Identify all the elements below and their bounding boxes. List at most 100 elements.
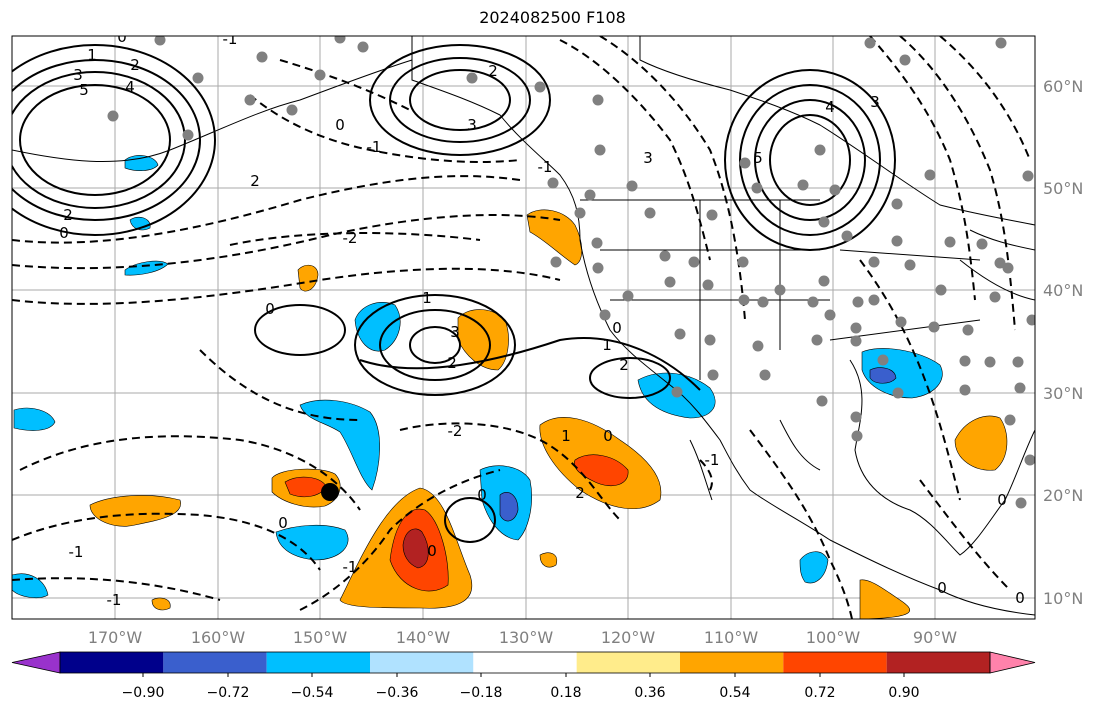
- station-dot: [107, 110, 119, 122]
- colorbar-segment: [266, 652, 370, 673]
- contour-label: 3: [450, 323, 460, 341]
- colorbar-frame: [59, 651, 991, 674]
- cool-anomaly-south-hawaii: [275, 524, 349, 561]
- cool-anomaly-small-2: [124, 260, 169, 276]
- station-dot: [1014, 382, 1026, 394]
- station-dot: [924, 169, 936, 181]
- station-dot: [674, 328, 686, 340]
- contour-label: 2: [250, 172, 260, 190]
- colorbar-segment: [163, 652, 267, 673]
- colorbar-segment: [473, 652, 577, 673]
- warm-anomaly-small: [297, 264, 319, 292]
- station-dot: [357, 41, 369, 53]
- colorbar-tick-label: −0.36: [376, 685, 419, 701]
- colorbar-segment: [370, 652, 474, 673]
- station-dot: [1024, 454, 1035, 466]
- station-dot: [797, 179, 809, 191]
- contour-label: 5: [79, 81, 89, 99]
- contour-label: 5: [753, 149, 763, 167]
- station-dot: [592, 262, 604, 274]
- longitude-tick-label: 170°W: [88, 628, 143, 647]
- longitude-tick-label: 100°W: [806, 628, 861, 647]
- contour-label: 1: [561, 427, 571, 445]
- station-dot: [818, 216, 830, 228]
- latitude-tick-label: 10°N: [1043, 589, 1083, 608]
- contour-label: 4: [125, 78, 135, 96]
- station-dot: [547, 177, 559, 189]
- station-dot: [550, 256, 562, 268]
- contour-label: -1: [538, 158, 553, 176]
- warm-anomaly-oregon: [526, 209, 583, 266]
- contour-label: 0: [335, 116, 345, 134]
- contour-label: 0: [427, 542, 437, 560]
- contours-positive: [12, 44, 896, 543]
- station-dot: [1022, 170, 1034, 182]
- station-dot: [774, 284, 786, 296]
- station-dot: [877, 354, 889, 366]
- contour-label: 3: [870, 93, 880, 111]
- longitude-tick-label: 130°W: [499, 628, 554, 647]
- station-dot: [752, 340, 764, 352]
- cool-anomaly-core-130w: [499, 491, 519, 522]
- cool-anomaly-west-30n: [299, 399, 380, 491]
- colorbar-tick-label: −0.72: [207, 685, 250, 701]
- station-dot: [314, 69, 326, 81]
- contour-label: 3: [467, 116, 477, 134]
- contour-label: 0: [603, 427, 613, 445]
- station-dot: [989, 291, 1001, 303]
- latitude-tick-label: 20°N: [1043, 486, 1083, 505]
- contour-label: 0: [997, 491, 1007, 509]
- warm-anomaly-gulf-east: [954, 415, 1008, 471]
- station-dot: [584, 189, 596, 201]
- station-dot: [850, 322, 862, 334]
- colorbar-segment: [576, 652, 680, 673]
- contour-label: 2: [447, 354, 457, 372]
- latitude-tick-label: 30°N: [1043, 384, 1083, 403]
- station-dot: [868, 256, 880, 268]
- contour-label: 0: [477, 486, 487, 504]
- station-dot: [994, 257, 1006, 269]
- contour-label: -1: [705, 451, 720, 469]
- map-title: 2024082500 F108: [479, 8, 626, 27]
- latitude-ticks: 10°N 20°N 30°N 40°N 50°N 60°N: [1043, 77, 1083, 608]
- station-dot: [841, 230, 853, 242]
- colorbar-tick-label: −0.18: [460, 685, 503, 701]
- latitude-tick-label: 60°N: [1043, 77, 1083, 96]
- station-dot: [757, 296, 769, 308]
- station-dot: [995, 37, 1007, 49]
- station-dot: [644, 207, 656, 219]
- contour-label: 0: [937, 579, 947, 597]
- station-dot: [850, 335, 862, 347]
- contour-label: 0: [278, 514, 288, 532]
- station-dot: [751, 182, 763, 194]
- station-dot: [671, 386, 683, 398]
- station-dot: [244, 94, 256, 106]
- station-dot: [892, 387, 904, 399]
- station-dot: [807, 296, 819, 308]
- station-dot: [891, 235, 903, 247]
- contour-label: 1: [87, 46, 97, 64]
- station-dot: [850, 411, 862, 423]
- station-dot: [286, 104, 298, 116]
- station-dot: [759, 369, 771, 381]
- station-dot: [895, 316, 907, 328]
- contour-label: 0: [265, 300, 275, 318]
- colorbar-tick-label: 0.90: [888, 685, 919, 701]
- colorbar-segment: [783, 652, 887, 673]
- contour-label: 4: [825, 98, 835, 116]
- station-dot: [737, 256, 749, 268]
- contour-label: 2: [575, 484, 585, 502]
- station-dot: [944, 236, 956, 248]
- warm-anomaly-40n: [457, 309, 509, 371]
- contour-label: 2: [130, 56, 140, 74]
- cool-anomaly-core-texas: [869, 367, 897, 384]
- station-dot: [739, 157, 751, 169]
- cool-anomaly-sw: [12, 573, 49, 599]
- contours-negative: [12, 36, 1031, 619]
- very-hot-anomaly-central: [402, 528, 429, 569]
- longitude-tick-label: 140°W: [396, 628, 451, 647]
- contour-label: -1: [367, 138, 382, 156]
- station-dot: [959, 384, 971, 396]
- station-dot: [868, 294, 880, 306]
- longitude-tick-label: 120°W: [601, 628, 656, 647]
